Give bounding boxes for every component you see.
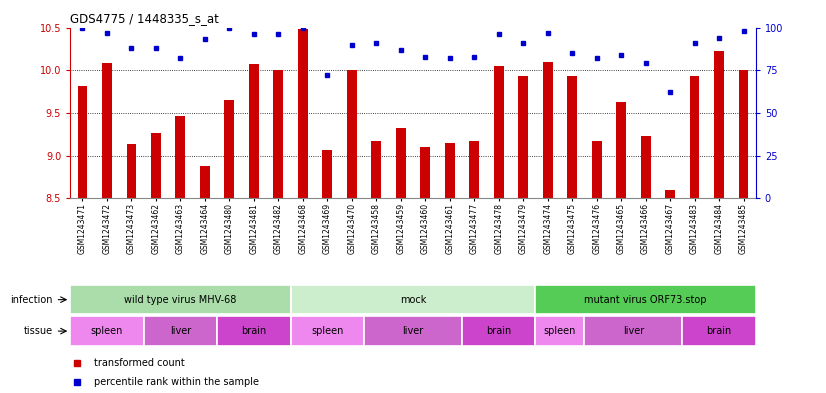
Bar (641, 136, 651, 198)
Text: GDS4775 / 1448335_s_at: GDS4775 / 1448335_s_at (70, 12, 219, 25)
Bar (585, 316, 682, 346)
Text: spleen: spleen (311, 326, 344, 336)
Bar (249, 64, 259, 198)
Bar (225, 100, 235, 198)
Bar (298, 29, 308, 198)
Bar (372, 141, 381, 198)
Text: transformed count: transformed count (94, 358, 185, 368)
Bar (714, 51, 724, 198)
Bar (616, 102, 626, 198)
Text: mutant virus ORF73.stop: mutant virus ORF73.stop (584, 295, 707, 305)
Bar (70, 316, 144, 346)
Bar (291, 285, 535, 314)
Bar (494, 66, 504, 198)
Bar (102, 62, 112, 198)
Text: liver: liver (402, 326, 424, 336)
Text: mock: mock (400, 295, 426, 305)
Bar (535, 316, 585, 346)
Bar (396, 129, 406, 198)
Bar (738, 70, 748, 198)
Text: brain: brain (486, 326, 511, 336)
Bar (518, 76, 528, 198)
Text: tissue: tissue (24, 326, 53, 336)
Text: wild type virus MHV-68: wild type virus MHV-68 (124, 295, 236, 305)
Bar (144, 316, 217, 346)
Bar (347, 70, 357, 198)
Bar (665, 190, 675, 198)
Bar (217, 316, 291, 346)
Bar (445, 143, 454, 198)
Bar (322, 150, 332, 198)
Text: brain: brain (241, 326, 267, 336)
Bar (364, 316, 462, 346)
Text: spleen: spleen (91, 326, 123, 336)
Bar (200, 166, 210, 198)
Bar (682, 316, 756, 346)
Bar (70, 285, 291, 314)
Bar (591, 141, 601, 198)
Bar (543, 62, 553, 198)
Text: liver: liver (623, 326, 644, 336)
Bar (175, 116, 185, 198)
Bar (469, 141, 479, 198)
Bar (126, 144, 136, 198)
Text: spleen: spleen (544, 326, 576, 336)
Text: infection: infection (11, 295, 53, 305)
Bar (690, 76, 700, 198)
Bar (567, 76, 577, 198)
Bar (535, 285, 756, 314)
Bar (291, 316, 364, 346)
Bar (420, 147, 430, 198)
Bar (462, 316, 535, 346)
Text: brain: brain (706, 326, 732, 336)
Text: percentile rank within the sample: percentile rank within the sample (94, 377, 259, 387)
Bar (273, 70, 283, 198)
Bar (78, 86, 88, 198)
Bar (151, 133, 161, 198)
Text: liver: liver (170, 326, 191, 336)
